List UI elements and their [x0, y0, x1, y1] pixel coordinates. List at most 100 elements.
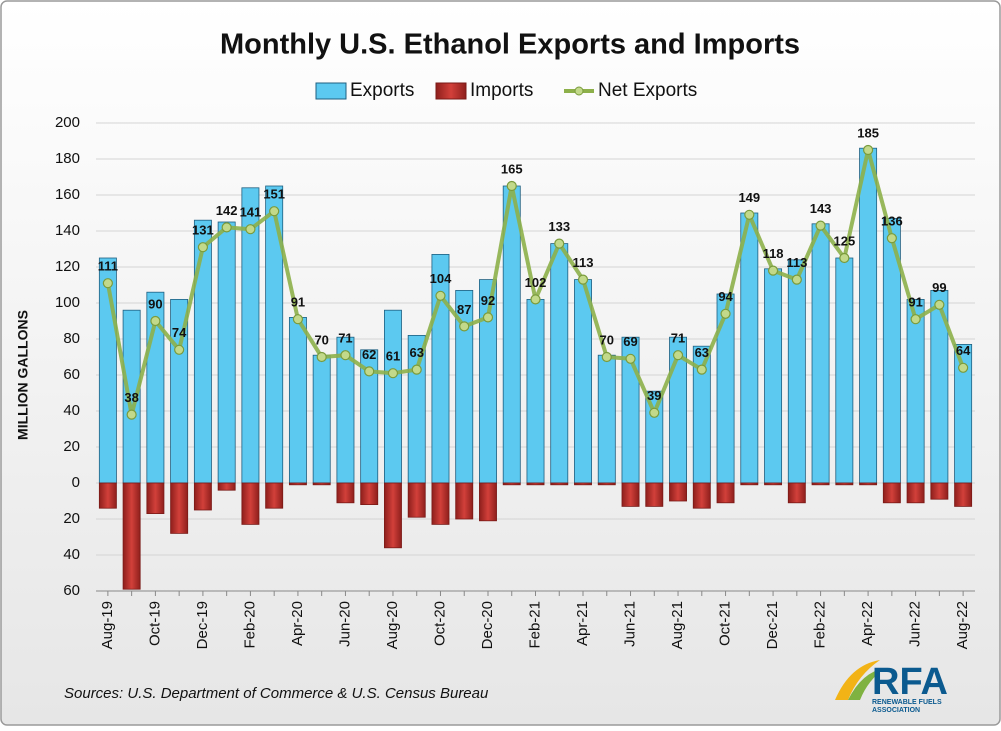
bar — [193, 219, 212, 484]
data-label: 111 — [98, 259, 118, 274]
bar — [764, 482, 783, 486]
data-label: 74 — [172, 325, 187, 340]
net-marker — [886, 233, 897, 244]
x-tick-label: Aug-21 — [669, 601, 686, 649]
x-tick-label: Jun-20 — [336, 601, 353, 647]
net-marker — [958, 362, 969, 373]
y-tick-label: 160 — [55, 186, 80, 203]
data-label: 133 — [548, 219, 570, 234]
x-tick-label: Oct-21 — [717, 601, 734, 646]
y-tick-label: 140 — [55, 222, 80, 239]
x-tick-label: Apr-22 — [859, 601, 876, 646]
x-tick-label: Oct-20 — [431, 601, 448, 646]
bar — [550, 482, 569, 486]
x-tick-label: Dec-19 — [194, 601, 211, 649]
bar — [336, 482, 355, 504]
data-label: 151 — [263, 187, 285, 202]
bar — [954, 482, 973, 507]
net-marker — [459, 321, 470, 332]
bar — [455, 482, 474, 520]
x-tick-label: Aug-20 — [384, 601, 401, 649]
bar — [859, 147, 878, 484]
bar — [193, 482, 212, 511]
bar — [431, 253, 450, 484]
legend-label: Imports — [470, 80, 533, 101]
x-tick-label: Apr-21 — [574, 601, 591, 646]
net-marker — [910, 314, 921, 325]
y-tick-label: 100 — [55, 294, 80, 311]
net-marker — [815, 220, 826, 231]
net-marker — [126, 409, 137, 420]
y-tick-label: 20 — [63, 438, 80, 455]
x-tick-label: Feb-20 — [241, 601, 258, 649]
net-marker — [577, 274, 589, 285]
net-marker — [364, 366, 375, 377]
data-label: 143 — [810, 201, 832, 216]
net-marker — [791, 274, 802, 285]
data-label: 142 — [216, 203, 238, 218]
net-marker — [387, 368, 399, 379]
y-tick-label: 180 — [55, 150, 80, 167]
bar — [692, 482, 711, 509]
data-label: 92 — [481, 293, 495, 308]
bar — [930, 482, 949, 500]
net-marker — [316, 351, 327, 363]
data-label: 70 — [314, 332, 328, 347]
bar — [360, 482, 379, 506]
bar — [835, 257, 854, 484]
data-label: 165 — [501, 161, 523, 176]
bar — [787, 482, 806, 504]
net-marker — [245, 224, 256, 235]
bar — [740, 482, 759, 486]
bar — [835, 482, 854, 486]
data-label: 185 — [857, 125, 879, 140]
data-label: 102 — [525, 275, 547, 290]
x-tick-label: Dec-21 — [764, 601, 781, 649]
data-label: 69 — [623, 334, 637, 349]
bar — [217, 221, 236, 484]
net-marker — [530, 294, 541, 305]
bar — [265, 482, 284, 509]
data-label: 61 — [386, 349, 400, 364]
data-label: 70 — [600, 332, 614, 347]
bar — [574, 482, 592, 486]
bar — [502, 482, 521, 486]
data-label: 104 — [430, 271, 452, 286]
legend-label: Exports — [350, 80, 414, 101]
bar — [787, 259, 806, 484]
bar — [312, 482, 331, 486]
net-marker — [221, 222, 232, 233]
data-label: 99 — [932, 280, 946, 295]
net-marker — [411, 364, 422, 375]
y-tick-label: 20 — [63, 510, 80, 527]
data-label: 62 — [362, 347, 376, 362]
x-tick-label: Apr-20 — [289, 601, 306, 646]
bar — [170, 482, 189, 534]
data-label: 91 — [908, 295, 922, 310]
data-label: 71 — [671, 331, 685, 346]
bar — [384, 309, 402, 484]
net-marker — [150, 315, 161, 327]
data-label: 90 — [148, 296, 162, 311]
y-tick-label: 200 — [55, 114, 80, 131]
data-label: 149 — [738, 190, 760, 205]
bar — [621, 482, 640, 507]
logo-text: RFA — [872, 661, 948, 703]
y-axis-label: MILLION GALLONS — [15, 310, 31, 440]
bar — [407, 482, 426, 518]
bar — [146, 482, 165, 515]
net-marker — [672, 350, 684, 361]
y-tick-label: 40 — [63, 546, 80, 563]
y-tick-label: 40 — [63, 402, 80, 419]
data-label: 141 — [240, 205, 262, 220]
net-marker — [862, 144, 874, 156]
bar — [859, 482, 878, 486]
data-label: 118 — [763, 246, 784, 261]
data-label: 113 — [573, 255, 594, 270]
net-marker — [744, 209, 755, 220]
bar — [645, 482, 664, 507]
data-label: 113 — [786, 255, 807, 270]
x-tick-label: Dec-20 — [479, 601, 496, 649]
